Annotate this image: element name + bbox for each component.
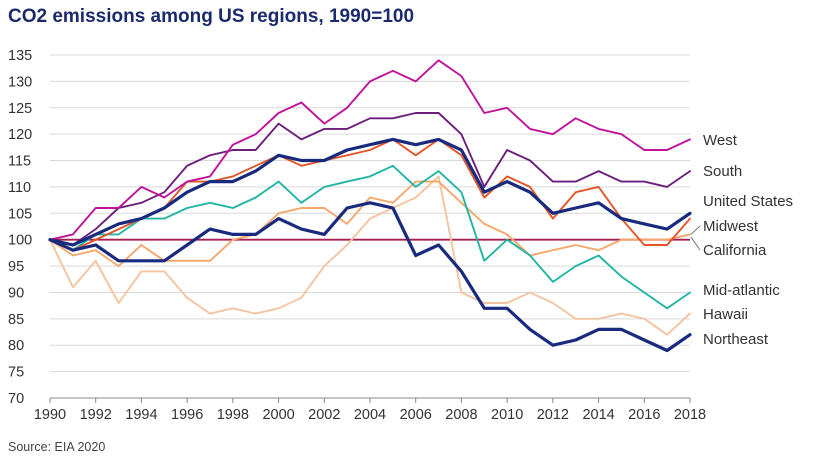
legend: West South United States Midwest California M… (690, 132, 793, 348)
legend-label-hawaii: Hawaii (703, 306, 748, 323)
series-lines (48, 59, 692, 353)
axes: 70 75 80 85 90 95 100 105 110 115 120 125 130 135 1990… (8, 48, 706, 423)
x-tick-label: 2006 (400, 407, 432, 423)
legend-connector (690, 225, 701, 235)
series-line-mid-atlantic (49, 164, 691, 310)
x-tick-label: 2016 (628, 407, 660, 423)
y-tick-label: 105 (8, 206, 32, 222)
y-tick-label: 115 (8, 154, 31, 170)
x-tick-label: 2000 (262, 407, 294, 423)
series-line-midwest (49, 138, 691, 252)
legend-connector (690, 236, 701, 251)
gridlines (50, 54, 690, 399)
x-tick-label: 2008 (445, 407, 477, 423)
x-tick-label: 2010 (491, 407, 523, 423)
series-line-california (49, 180, 691, 268)
y-tick-label: 110 (8, 180, 31, 196)
y-tick-label: 70 (8, 391, 24, 407)
legend-label-mid-atlantic: Mid-atlantic (703, 282, 780, 299)
series-line-united-states (48, 137, 692, 247)
y-tick-label: 85 (8, 312, 24, 328)
legend-label-midwest: Midwest (703, 218, 759, 235)
source-note: Source: EIA 2020 (8, 440, 106, 454)
x-tick-label: 2004 (354, 407, 386, 423)
legend-label-northeast: Northeast (703, 331, 769, 348)
x-tick-label: 2018 (674, 407, 706, 423)
y-tick-label: 90 (8, 285, 24, 301)
x-tick-label: 2014 (582, 407, 614, 423)
series-line-hawaii (49, 175, 691, 336)
chart-title: CO2 emissions among US regions, 1990=100 (8, 6, 415, 27)
y-tick-label: 130 (8, 74, 32, 90)
y-tick-label: 100 (8, 233, 32, 249)
y-tick-label: 80 (8, 338, 24, 354)
legend-label-south: South (703, 163, 742, 180)
y-tick-label: 125 (8, 101, 32, 117)
legend-label-united-states: United States (703, 193, 793, 210)
legend-label-west: West (703, 132, 738, 149)
series-line-south (49, 112, 691, 246)
y-tick-label: 75 (8, 365, 24, 381)
x-tick-label: 2012 (537, 407, 569, 423)
series-line-northeast (48, 201, 692, 353)
x-tick-label: 2002 (308, 407, 340, 423)
x-tick-label: 1994 (125, 407, 157, 423)
x-tick-label: 1996 (171, 407, 203, 423)
x-tick-label: 1990 (34, 407, 66, 423)
series-line-west (49, 59, 691, 241)
x-tick-label: 1992 (80, 407, 112, 423)
y-tick-label: 95 (8, 259, 24, 275)
legend-label-california: California (703, 242, 767, 259)
y-tick-label: 135 (8, 48, 32, 64)
y-tick-label: 120 (8, 127, 32, 143)
x-tick-label: 1998 (217, 407, 249, 423)
